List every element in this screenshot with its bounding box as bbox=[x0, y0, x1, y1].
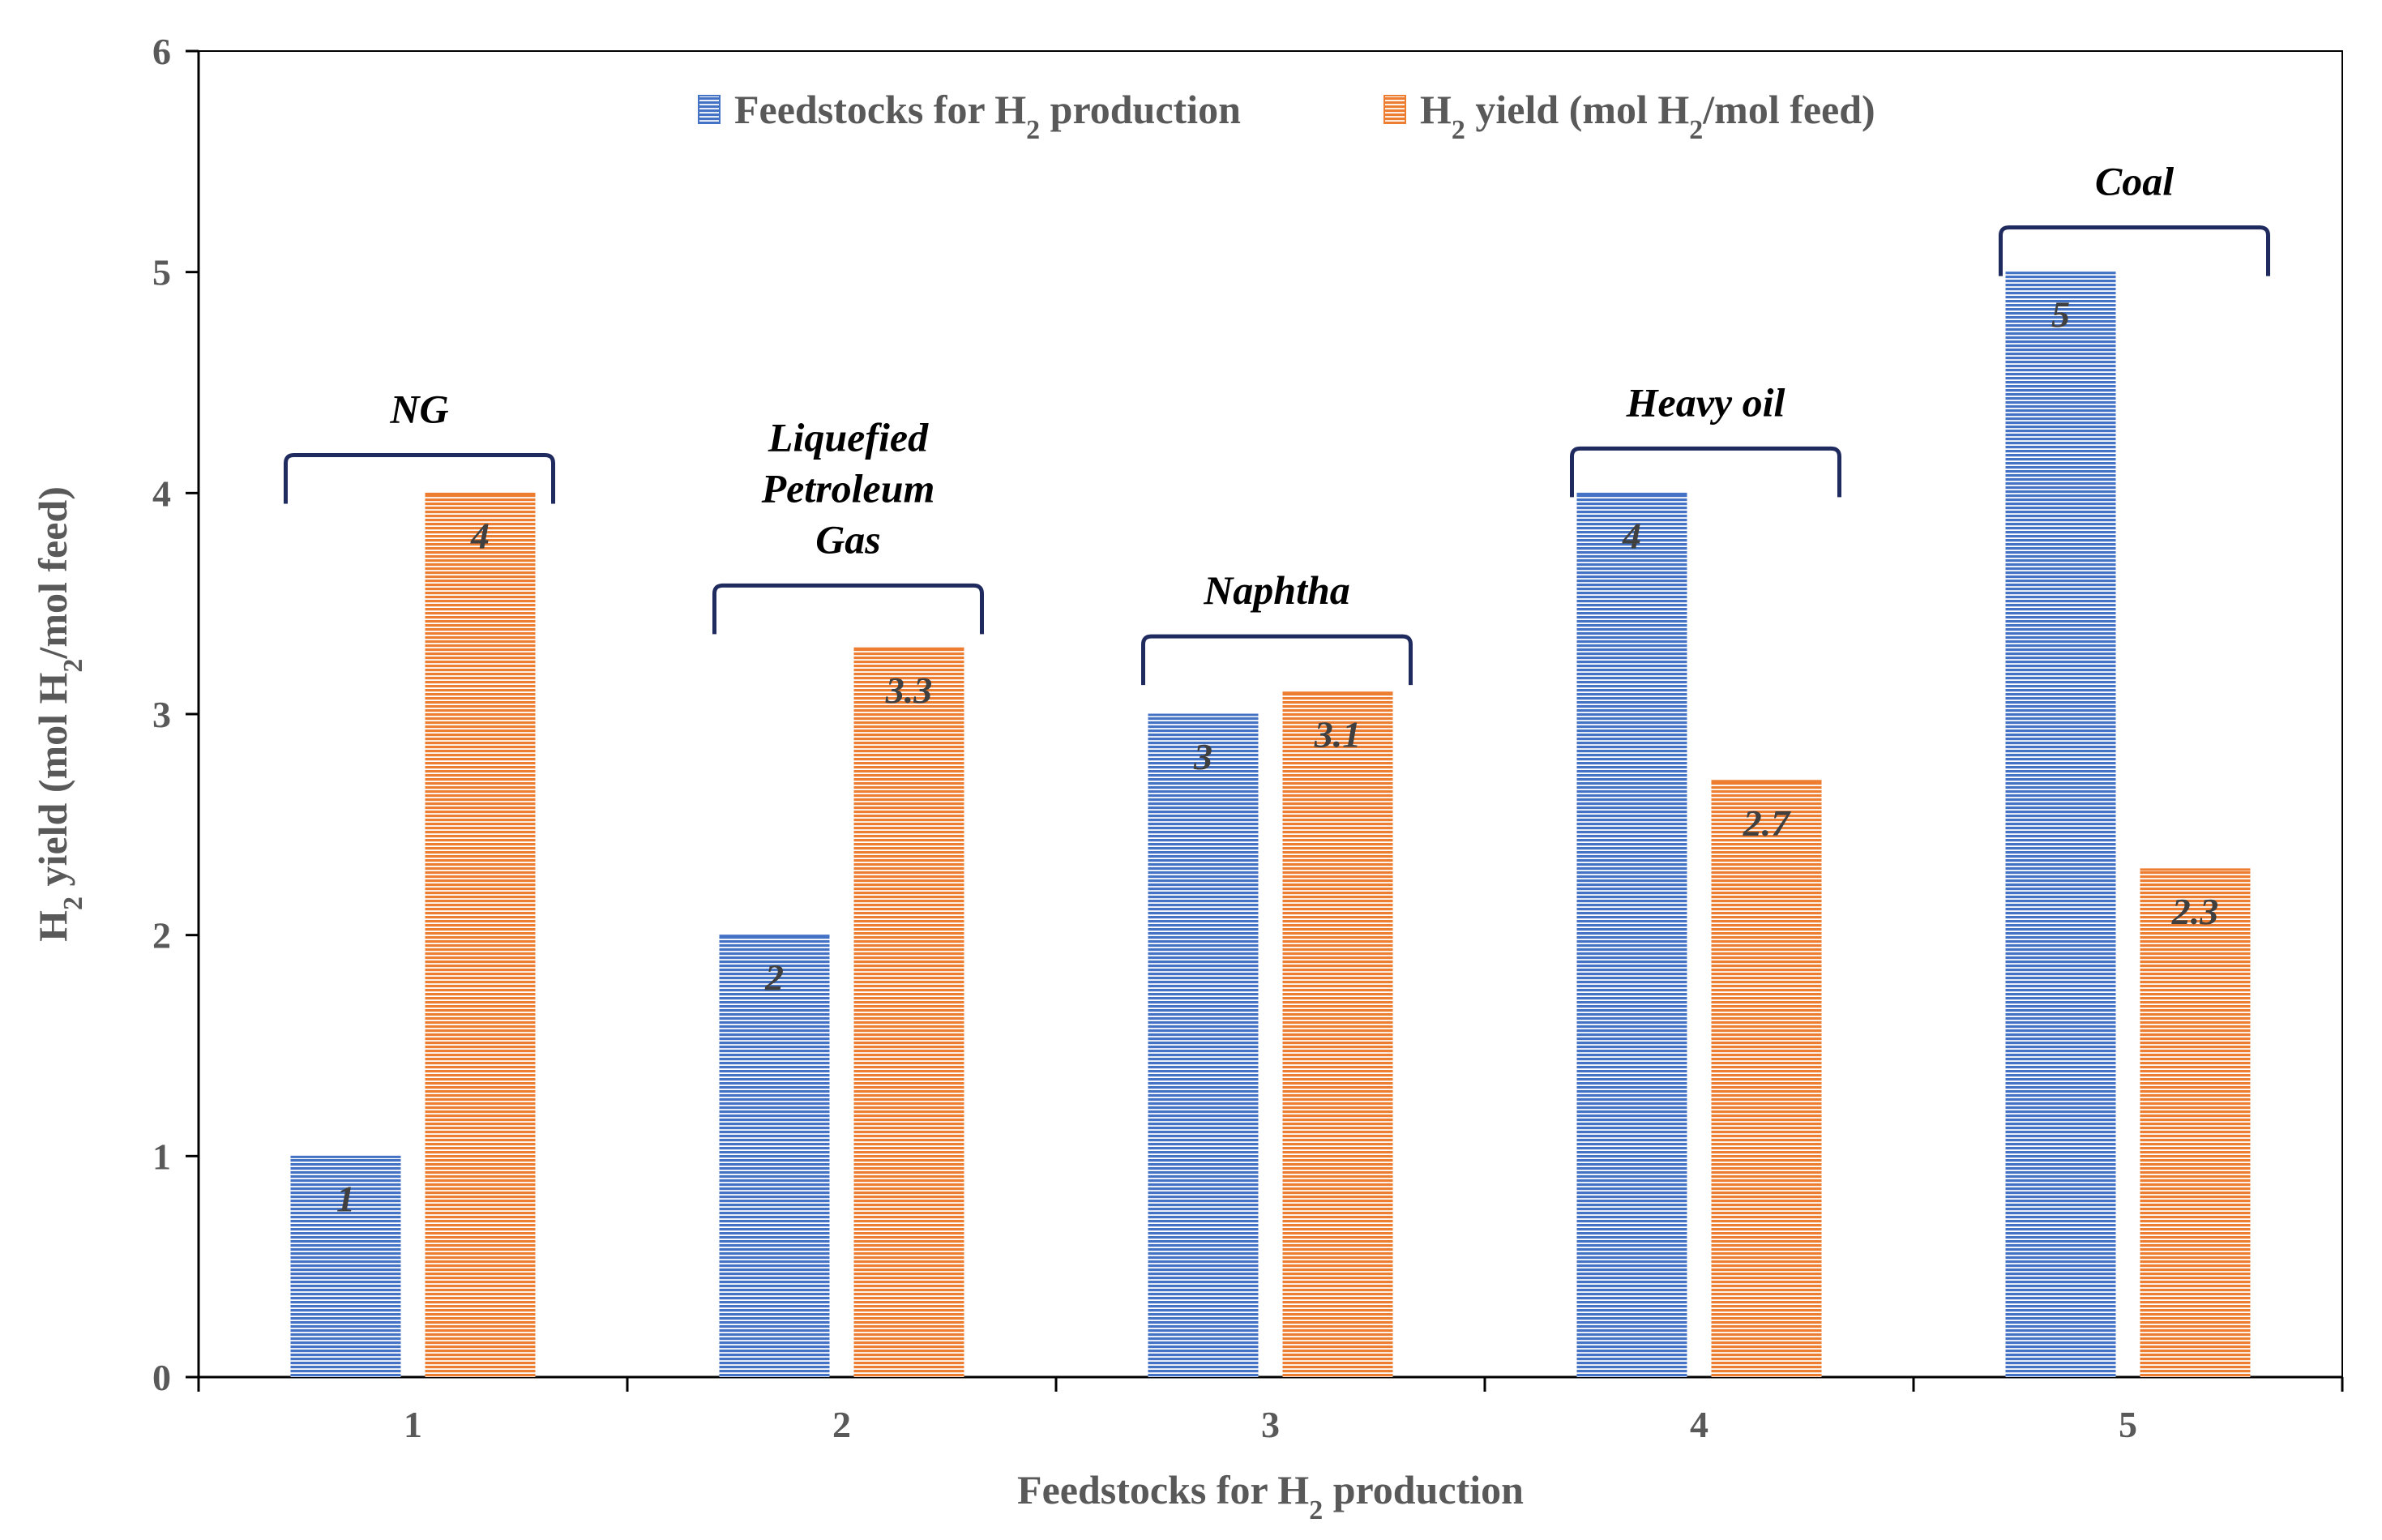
y-tick-label: 5 bbox=[152, 252, 171, 293]
annotation-bracket bbox=[1999, 225, 2270, 276]
bar-data-label: 4 bbox=[1622, 515, 1641, 556]
annotation-label: Heavy oil bbox=[1626, 379, 1785, 425]
bar-data-label: 5 bbox=[2051, 294, 2070, 336]
y-tick-label: 1 bbox=[152, 1136, 171, 1177]
annotation-label: Petroleum bbox=[761, 465, 935, 511]
legend-entry-label: Feedstocks for H2 production bbox=[734, 87, 1241, 145]
x-tick-label: 4 bbox=[1690, 1404, 1708, 1445]
y-axis-title: H2 yield (mol H2/mol feed) bbox=[30, 486, 88, 942]
x-tick-label: 2 bbox=[832, 1404, 851, 1445]
legend-swatch-h2-yield bbox=[1383, 95, 1406, 124]
bar-data-label: 2.7 bbox=[1743, 802, 1792, 844]
annotation-bracket bbox=[712, 583, 984, 635]
legend-entry-label: H2 yield (mol H2/mol feed) bbox=[1420, 87, 1875, 145]
bar-h2-yield bbox=[1282, 691, 1393, 1377]
y-tick-label: 2 bbox=[152, 915, 171, 956]
bar-h2-yield bbox=[2140, 868, 2251, 1377]
y-tick-label: 3 bbox=[152, 694, 171, 735]
annotation-label: Coal bbox=[2095, 159, 2174, 204]
bar-feedstock bbox=[2005, 272, 2116, 1378]
x-tick-label: 1 bbox=[404, 1404, 422, 1445]
x-tick-label: 5 bbox=[2119, 1404, 2137, 1445]
y-tick-label: 0 bbox=[152, 1357, 171, 1398]
bar-data-label: 3 bbox=[1193, 736, 1212, 777]
bar-data-label: 1 bbox=[336, 1178, 355, 1219]
bar-h2-yield bbox=[853, 648, 964, 1377]
bar-data-label: 3.1 bbox=[1314, 714, 1362, 755]
bar-data-label: 2.3 bbox=[2171, 891, 2219, 932]
annotation-bracket bbox=[284, 453, 555, 504]
annotation-label: Gas bbox=[815, 516, 881, 562]
y-tick-label: 6 bbox=[152, 31, 171, 72]
bar-feedstock bbox=[1576, 493, 1687, 1378]
annotation-label: Liquefied bbox=[768, 414, 929, 460]
x-tick-label: 3 bbox=[1261, 1404, 1280, 1445]
bar-h2-yield bbox=[425, 493, 536, 1378]
bar-data-label: 3.3 bbox=[885, 669, 933, 711]
bar-feedstock bbox=[290, 1156, 401, 1377]
bar-data-label: 2 bbox=[764, 957, 784, 999]
bar-feedstock bbox=[719, 935, 830, 1377]
annotation-bracket bbox=[1141, 634, 1413, 686]
bar-data-label: 4 bbox=[470, 515, 490, 556]
y-tick-label: 4 bbox=[152, 473, 171, 514]
x-axis-title: Feedstocks for H2 production bbox=[1017, 1467, 1524, 1525]
annotation-bracket bbox=[1570, 446, 1841, 498]
legend-swatch-feedstock bbox=[698, 95, 721, 124]
annotation-label: NG bbox=[389, 387, 448, 432]
annotation-label: Naphtha bbox=[1203, 567, 1350, 613]
bar-feedstock bbox=[1148, 714, 1259, 1377]
bar-h2-yield bbox=[1711, 780, 1822, 1377]
